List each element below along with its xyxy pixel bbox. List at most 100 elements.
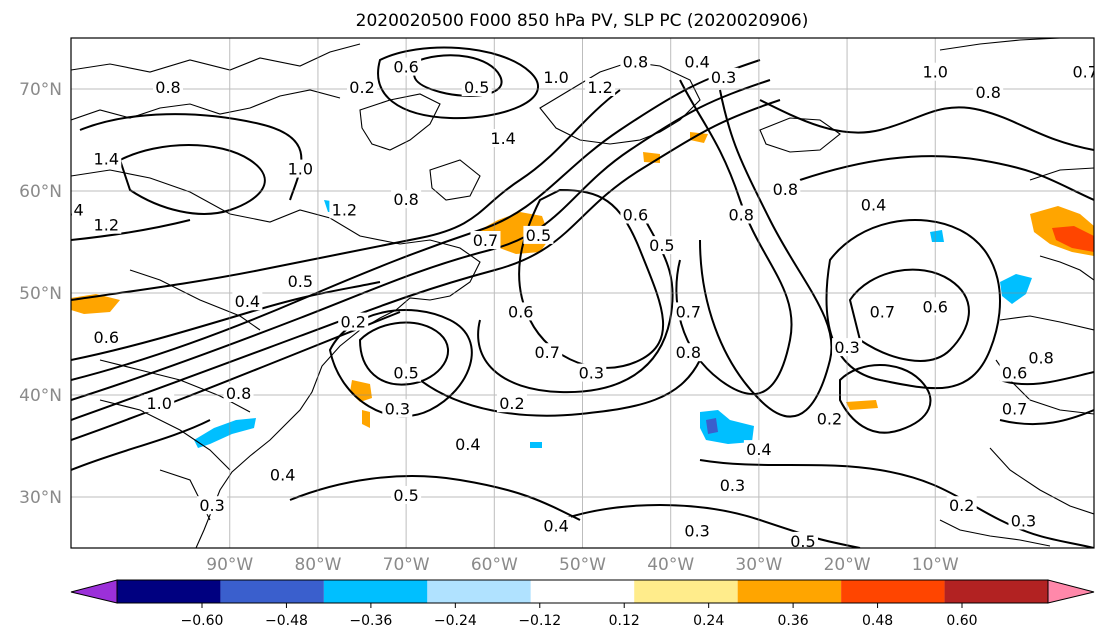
- shade-negative-patch: [530, 442, 542, 448]
- contour-label: 0.3: [1011, 512, 1036, 531]
- colorbar-tick-label: 0.12: [609, 613, 640, 629]
- contour-label: 0.8: [729, 206, 754, 225]
- contour-label: 0.6: [508, 302, 533, 321]
- contour-label: 0.4: [746, 440, 771, 459]
- colorbar-tick-label: 0.36: [778, 613, 809, 629]
- contour-label-background: [232, 292, 263, 311]
- contour-label-background: [770, 180, 801, 198]
- contour-label: 0.5: [649, 236, 674, 255]
- contour-label: 1.0: [923, 63, 948, 82]
- contour-label-background: [620, 205, 651, 224]
- contour-label: 1.4: [58, 200, 83, 219]
- contour-label: 0.3: [711, 68, 736, 87]
- shade-positive-patch: [690, 132, 708, 143]
- contour-label-background: [267, 465, 298, 484]
- colorbar: −0.60 −0.48 −0.36 −0.24 −0.12 0.12 0.24 0.36 0.4…: [70, 579, 1095, 629]
- longitude-tick-label: 90°W: [206, 555, 253, 575]
- contour-label: 0.6: [393, 58, 418, 77]
- contour-label-background: [505, 302, 536, 321]
- contour-label: 1.2: [587, 78, 612, 97]
- contour-label-background: [391, 57, 422, 76]
- contour-label: 0.5: [393, 364, 418, 383]
- contour-label: 1.4: [490, 129, 515, 148]
- contour-label-background: [682, 52, 713, 71]
- contour-label: 0.6: [923, 297, 948, 316]
- colorbar-tick-label: 0.48: [862, 613, 893, 629]
- contour-label-background: [1008, 511, 1039, 530]
- shade-positive-patch: [1052, 226, 1094, 252]
- colorbar-segment: [427, 580, 531, 603]
- contour-label: 0.7: [870, 302, 895, 321]
- contour-label: 1.2: [94, 216, 119, 235]
- colorbar-segment: [530, 580, 635, 603]
- colorbar-segment: [117, 580, 221, 603]
- colorbar-tick-labels: −0.60 −0.48 −0.36 −0.24 −0.12 0.12 0.24 0.36 0.4…: [181, 603, 978, 629]
- contour-label: 0.5: [393, 486, 418, 505]
- contour-label: 0.5: [464, 78, 489, 97]
- contour-label: 1.2: [332, 200, 357, 219]
- contour-label: 0.6: [623, 206, 648, 225]
- contour-label: 0.4: [684, 53, 709, 72]
- shade-negative-patch: [930, 230, 944, 242]
- contour-label-background: [532, 343, 563, 362]
- colorbar-segment: [220, 580, 324, 603]
- contour-label: 0.8: [1028, 348, 1053, 367]
- graticule: [71, 38, 1094, 548]
- contour-label-background: [329, 200, 360, 219]
- contour-label: 0.2: [499, 394, 524, 413]
- colorbar-tick-label: 0.24: [693, 613, 724, 629]
- contour-label-background: [91, 215, 122, 234]
- longitude-tick-label: 40°W: [647, 555, 694, 575]
- contour-label: 0.2: [349, 78, 374, 97]
- contour-label-background: [523, 225, 554, 244]
- longitude-tick-label: 70°W: [383, 555, 430, 575]
- shade-negative-patch: [706, 418, 718, 434]
- contour-label-background: [144, 394, 175, 413]
- shade-positive-patch: [846, 400, 878, 410]
- contour-label-background: [726, 205, 757, 224]
- contour-label: 0.3: [834, 338, 859, 357]
- longitude-tick-label: 20°W: [824, 555, 871, 575]
- contour-label: 0.8: [393, 190, 418, 209]
- contour-label-background: [999, 363, 1030, 382]
- contour-label: 0.7: [534, 343, 559, 362]
- colorbar-tick-label: −0.36: [349, 613, 392, 629]
- contour-label: 0.7: [1002, 399, 1027, 418]
- contour-label-background: [91, 327, 122, 346]
- contour-label: 0.8: [623, 53, 648, 72]
- colorbar-tick-label: −0.12: [518, 613, 561, 629]
- contour-label-background: [285, 271, 316, 290]
- contour-label: 0.7: [1072, 63, 1097, 82]
- contour-label: 0.3: [385, 399, 410, 418]
- latitude-tick-label: 30°N: [19, 488, 62, 508]
- contour-label-background: [682, 521, 713, 540]
- contour-label: 0.5: [288, 272, 313, 291]
- contour-label-background: [814, 409, 845, 428]
- contour-label-background: [496, 394, 527, 413]
- contour-label-background: [338, 312, 369, 331]
- map-frame: [70, 37, 1095, 549]
- contour-label-background: [541, 67, 572, 86]
- contour-label: 1.0: [288, 160, 313, 179]
- colorbar-frame: [116, 579, 1049, 604]
- contour-label-background: [285, 159, 316, 178]
- contour-label: 0.2: [949, 496, 974, 515]
- contour-label-background: [576, 363, 607, 382]
- latitude-tick-label: 40°N: [19, 386, 62, 406]
- colorbar-segment: [323, 580, 428, 603]
- longitude-tick-label: 10°W: [912, 555, 959, 575]
- contour-label-background: [920, 62, 951, 81]
- contour-label-background: [673, 343, 704, 362]
- contour-label-background: [646, 236, 677, 255]
- colorbar-under-arrow: [70, 579, 118, 604]
- contour-label-background: [382, 399, 413, 418]
- contour-label-background: [153, 78, 184, 96]
- latitude-tick-label: 60°N: [19, 182, 62, 202]
- latitude-tick-label: 70°N: [19, 80, 62, 100]
- colorbar-tick-label: −0.24: [434, 613, 477, 629]
- contour-label-background: [488, 129, 519, 147]
- contour-label-background: [585, 78, 616, 96]
- contour-label-background: [999, 399, 1030, 418]
- contour-label-background: [708, 67, 739, 86]
